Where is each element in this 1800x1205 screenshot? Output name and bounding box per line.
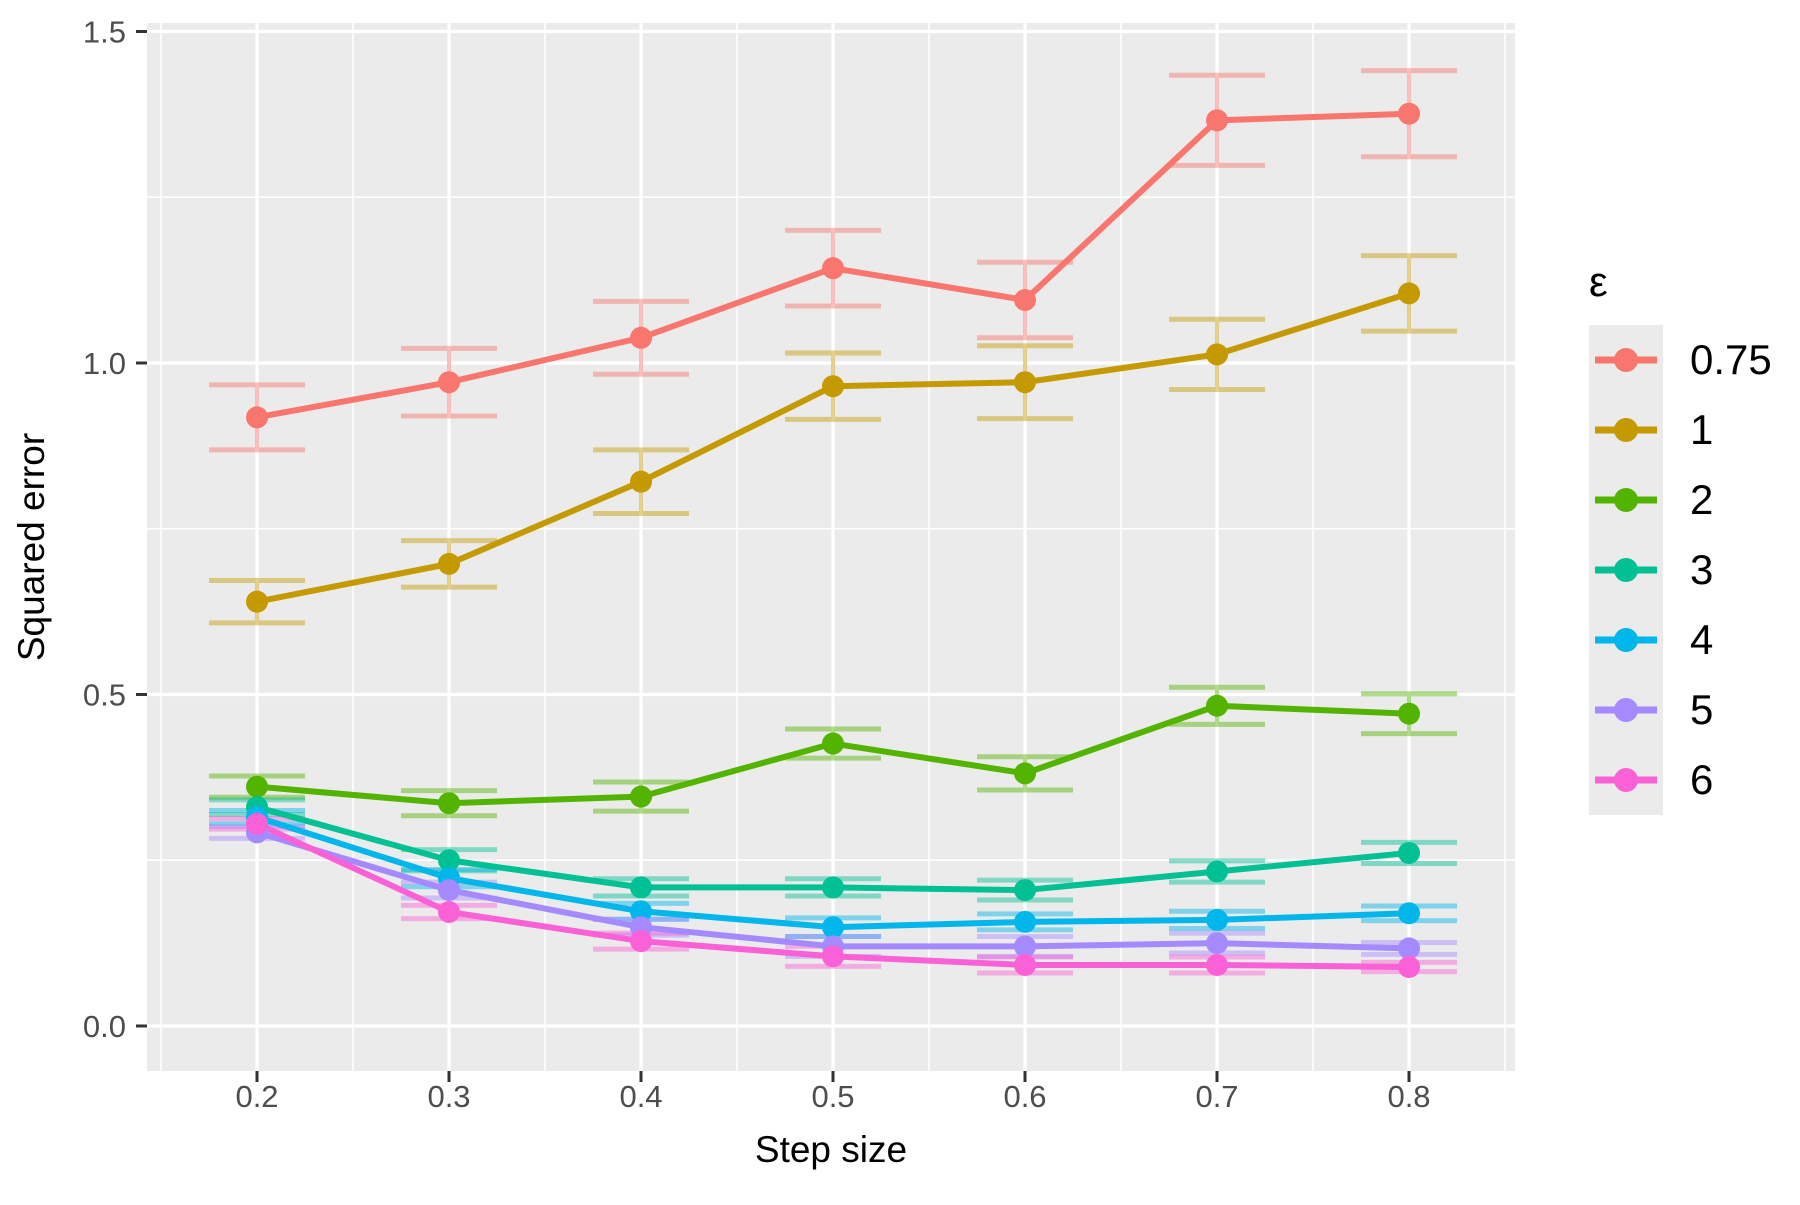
y-tick-label: 1.5	[83, 14, 126, 49]
error-bars-series-1	[209, 253, 1458, 626]
data-point	[246, 812, 269, 835]
series-points-layer	[246, 102, 1421, 978]
legend-key-point	[1614, 768, 1638, 792]
data-point	[630, 470, 653, 493]
legend-label: 2	[1690, 476, 1713, 523]
y-tick-label: 0.5	[83, 677, 126, 712]
x-tick-label: 0.5	[811, 1079, 854, 1114]
data-point	[1014, 935, 1037, 958]
data-point	[1398, 955, 1421, 978]
x-tick-label: 0.6	[1003, 1079, 1046, 1114]
legend-key-point	[1614, 698, 1638, 722]
minor-gridlines	[147, 23, 1515, 1071]
series-points-6	[246, 812, 1421, 978]
data-point	[822, 945, 845, 968]
data-point	[822, 375, 845, 398]
data-point	[1398, 102, 1421, 125]
y-axis-tick-labels: 0.0 0.5 1.0 1.5	[83, 14, 126, 1043]
x-tick-label: 0.4	[619, 1079, 662, 1114]
legend-entry-4: 4	[1589, 605, 1713, 675]
legend-entry-0.75: 0.75	[1589, 325, 1772, 395]
data-point	[822, 732, 845, 755]
legend-entry-1: 1	[1589, 395, 1713, 465]
data-point	[1014, 762, 1037, 785]
series-points-3	[246, 796, 1421, 902]
data-point	[1206, 343, 1229, 366]
data-point	[438, 552, 461, 575]
x-tick-label: 0.7	[1195, 1079, 1238, 1114]
legend-label: 1	[1690, 406, 1713, 453]
data-point	[1014, 289, 1037, 312]
legend: ε 0.75 1 2 3 4 5 6	[1589, 258, 1772, 815]
data-point	[246, 775, 269, 798]
y-tick-label: 0.0	[83, 1009, 126, 1044]
data-point	[630, 900, 653, 923]
data-point	[1014, 371, 1037, 394]
x-tick-label: 0.2	[235, 1079, 278, 1114]
legend-key-point	[1614, 348, 1638, 372]
data-point	[1398, 937, 1421, 960]
data-point	[438, 849, 461, 872]
data-point	[1398, 841, 1421, 864]
legend-label: 5	[1690, 686, 1713, 733]
legend-label: 0.75	[1690, 336, 1772, 383]
data-point	[1398, 902, 1421, 925]
x-tick-label: 0.3	[427, 1079, 470, 1114]
legend-title: ε	[1589, 258, 1608, 305]
data-point	[1206, 694, 1229, 717]
legend-key-point	[1614, 418, 1638, 442]
data-point	[630, 930, 653, 953]
legend-keys: 0.75 1 2 3 4 5 6	[1589, 325, 1772, 815]
data-point	[438, 900, 461, 923]
data-point	[1014, 879, 1037, 902]
series-points-4	[246, 806, 1421, 939]
data-point	[1206, 109, 1229, 132]
legend-key-point	[1614, 628, 1638, 652]
legend-entry-5: 5	[1589, 675, 1713, 745]
data-point	[438, 879, 461, 902]
data-point	[1206, 932, 1229, 955]
data-point	[1206, 953, 1229, 976]
data-point	[1206, 908, 1229, 931]
series-points-1	[246, 282, 1421, 613]
y-tick-label: 1.0	[83, 346, 126, 381]
data-point	[822, 916, 845, 939]
legend-label: 3	[1690, 546, 1713, 593]
data-point	[1206, 860, 1229, 883]
error-bars-series-0.75	[209, 68, 1458, 453]
legend-label: 4	[1690, 616, 1713, 663]
data-point	[1398, 702, 1421, 725]
legend-entry-2: 2	[1589, 465, 1713, 535]
legend-key-point	[1614, 558, 1638, 582]
data-point	[246, 406, 269, 429]
data-point	[438, 792, 461, 815]
legend-label: 6	[1690, 756, 1713, 803]
data-point	[1014, 910, 1037, 933]
data-point	[630, 876, 653, 899]
x-axis-title: Step size	[755, 1129, 907, 1170]
x-tick-label: 0.8	[1387, 1079, 1430, 1114]
data-point	[822, 257, 845, 280]
data-point	[822, 876, 845, 899]
series-points-0.75	[246, 102, 1421, 429]
data-point	[630, 326, 653, 349]
data-point	[246, 590, 269, 613]
axis-tick-marks	[136, 29, 1411, 1082]
legend-entry-3: 3	[1589, 535, 1713, 605]
x-axis-tick-labels: 0.2 0.3 0.4 0.5 0.6 0.7 0.8	[235, 1079, 1430, 1114]
legend-key-point	[1614, 488, 1638, 512]
legend-entry-6: 6	[1589, 745, 1713, 815]
data-point	[1398, 282, 1421, 305]
data-point	[438, 371, 461, 394]
y-axis-title: Squared error	[11, 433, 52, 661]
data-point	[630, 785, 653, 808]
data-point	[1014, 953, 1037, 976]
series-points-2	[246, 694, 1421, 815]
